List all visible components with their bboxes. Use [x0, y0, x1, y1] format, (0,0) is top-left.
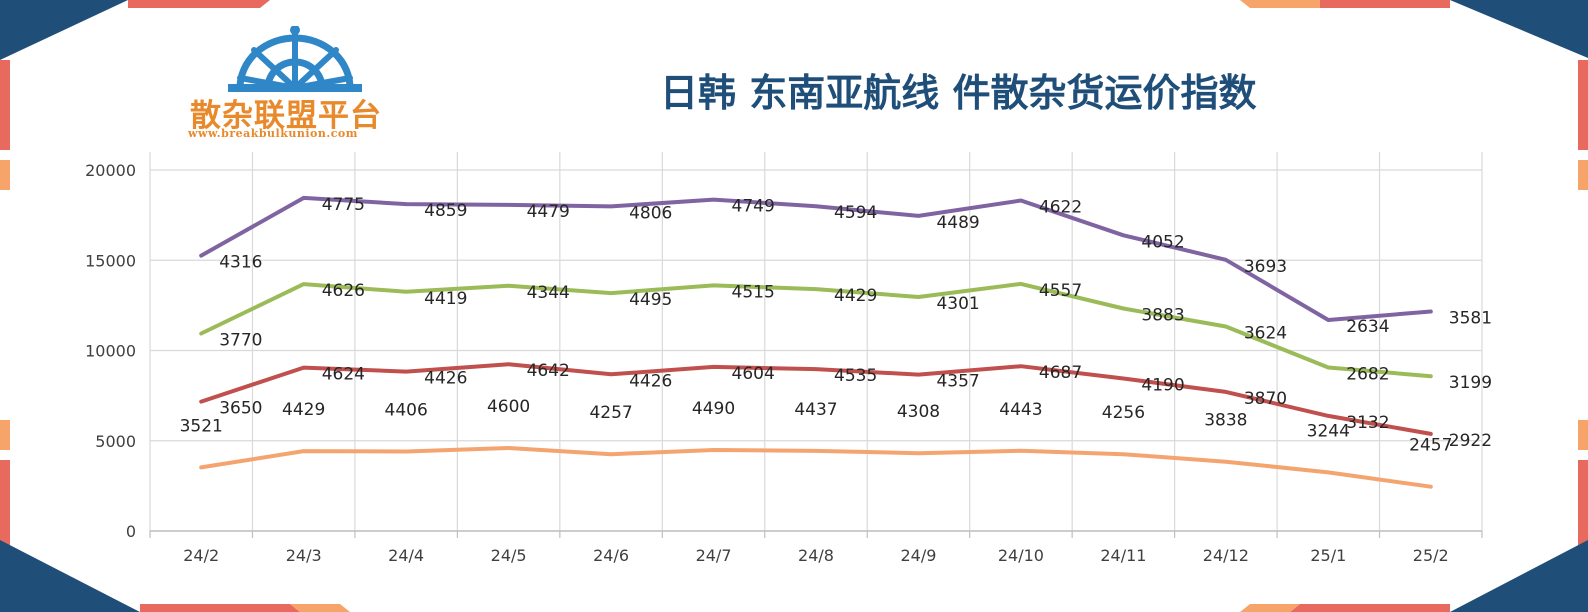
data-label: 4052 — [1141, 232, 1184, 252]
series-line-1 — [199, 446, 1433, 489]
data-label: 3521 — [180, 416, 223, 436]
data-label: 4806 — [629, 203, 672, 223]
data-label: 3199 — [1449, 373, 1492, 393]
data-label: 4429 — [834, 286, 877, 306]
x-tick-label: 24/4 — [388, 546, 424, 565]
data-label: 4687 — [1039, 363, 1082, 383]
data-label: 4426 — [424, 369, 467, 389]
data-label: 4357 — [936, 372, 979, 392]
data-label: 2457 — [1409, 436, 1452, 456]
data-label: 4190 — [1141, 376, 1184, 396]
y-tick-label: 15000 — [85, 251, 136, 270]
series-line-3 — [199, 281, 1433, 379]
data-label: 4624 — [322, 365, 365, 385]
data-label: 4419 — [424, 289, 467, 309]
axes: 0 5000 10000 15000 20000 24/2 24/3 24/4 24/5 24/6… — [85, 161, 1483, 565]
x-tick-label: 25/1 — [1310, 546, 1346, 565]
data-label: 4301 — [936, 294, 979, 314]
data-label: 3838 — [1204, 411, 1247, 431]
data-label: 2682 — [1346, 365, 1389, 385]
data-label: 4479 — [527, 202, 570, 222]
data-label: 4749 — [732, 197, 775, 217]
data-label: 4490 — [692, 399, 735, 419]
ship-wheel-icon — [228, 26, 362, 92]
data-label: 3244 — [1307, 421, 1350, 441]
x-tick-label: 24/10 — [998, 546, 1044, 565]
y-tick-label: 5000 — [95, 432, 136, 451]
data-label: 2634 — [1346, 317, 1389, 337]
data-label: 4604 — [732, 364, 775, 384]
data-label: 4557 — [1039, 281, 1082, 301]
data-label: 4443 — [999, 400, 1042, 420]
data-label: 4429 — [282, 400, 325, 420]
x-tick-label: 24/12 — [1203, 546, 1249, 565]
x-tick-label: 24/6 — [593, 546, 629, 565]
series-line-4 — [199, 195, 1433, 322]
x-tick-label: 24/9 — [900, 546, 936, 565]
x-tick-label: 24/11 — [1100, 546, 1146, 565]
data-label: 2922 — [1449, 431, 1492, 451]
data-label: 3581 — [1449, 309, 1492, 329]
data-label: 4316 — [219, 253, 262, 273]
data-label: 4256 — [1102, 403, 1145, 423]
data-label: 4437 — [794, 400, 837, 420]
data-label: 4426 — [629, 371, 672, 391]
y-tick-label: 0 — [126, 522, 136, 541]
data-label: 4859 — [424, 201, 467, 221]
logo: 散杂联盟平台 www.breakbulkunion.com — [180, 26, 410, 146]
data-label: 4775 — [322, 195, 365, 215]
data-label: 4642 — [527, 361, 570, 381]
x-tick-label: 24/3 — [286, 546, 322, 565]
data-label: 3770 — [219, 331, 262, 351]
data-label: 4308 — [897, 402, 940, 422]
y-tick-label: 20000 — [85, 161, 136, 180]
data-label: 4489 — [936, 213, 979, 233]
data-label: 4495 — [629, 290, 672, 310]
data-label: 3132 — [1346, 413, 1389, 433]
x-tick-label: 24/8 — [798, 546, 834, 565]
data-label: 3870 — [1244, 389, 1287, 409]
data-label: 3883 — [1141, 305, 1184, 325]
x-tick-label: 24/5 — [491, 546, 527, 565]
x-tick-label: 24/2 — [183, 546, 219, 565]
data-label: 3624 — [1244, 323, 1287, 343]
data-label: 4515 — [732, 282, 775, 302]
data-label: 4622 — [1039, 198, 1082, 218]
data-label: 4600 — [487, 397, 530, 417]
data-label: 4406 — [385, 400, 428, 420]
series-line-2 — [199, 362, 1433, 436]
data-label: 4257 — [589, 403, 632, 423]
series-lines — [199, 195, 1433, 489]
logo-name: 散杂联盟平台 — [190, 98, 382, 134]
data-label: 4344 — [527, 283, 570, 303]
logo-url: www.breakbulkunion.com — [188, 127, 358, 140]
y-tick-label: 10000 — [85, 342, 136, 361]
data-label: 3693 — [1244, 257, 1287, 277]
data-labels: 3521 4429 4406 4600 4257 4490 4437 4308 4443 4256… — [180, 195, 1492, 456]
x-tick-label: 24/7 — [696, 546, 732, 565]
x-tick-label: 25/2 — [1413, 546, 1449, 565]
data-label: 4535 — [834, 366, 877, 386]
data-label: 4594 — [834, 203, 877, 223]
data-label: 3650 — [219, 399, 262, 419]
data-label: 4626 — [322, 281, 365, 301]
chart-title: 日韩 东南亚航线 件散杂货运价指数 — [660, 71, 1257, 115]
